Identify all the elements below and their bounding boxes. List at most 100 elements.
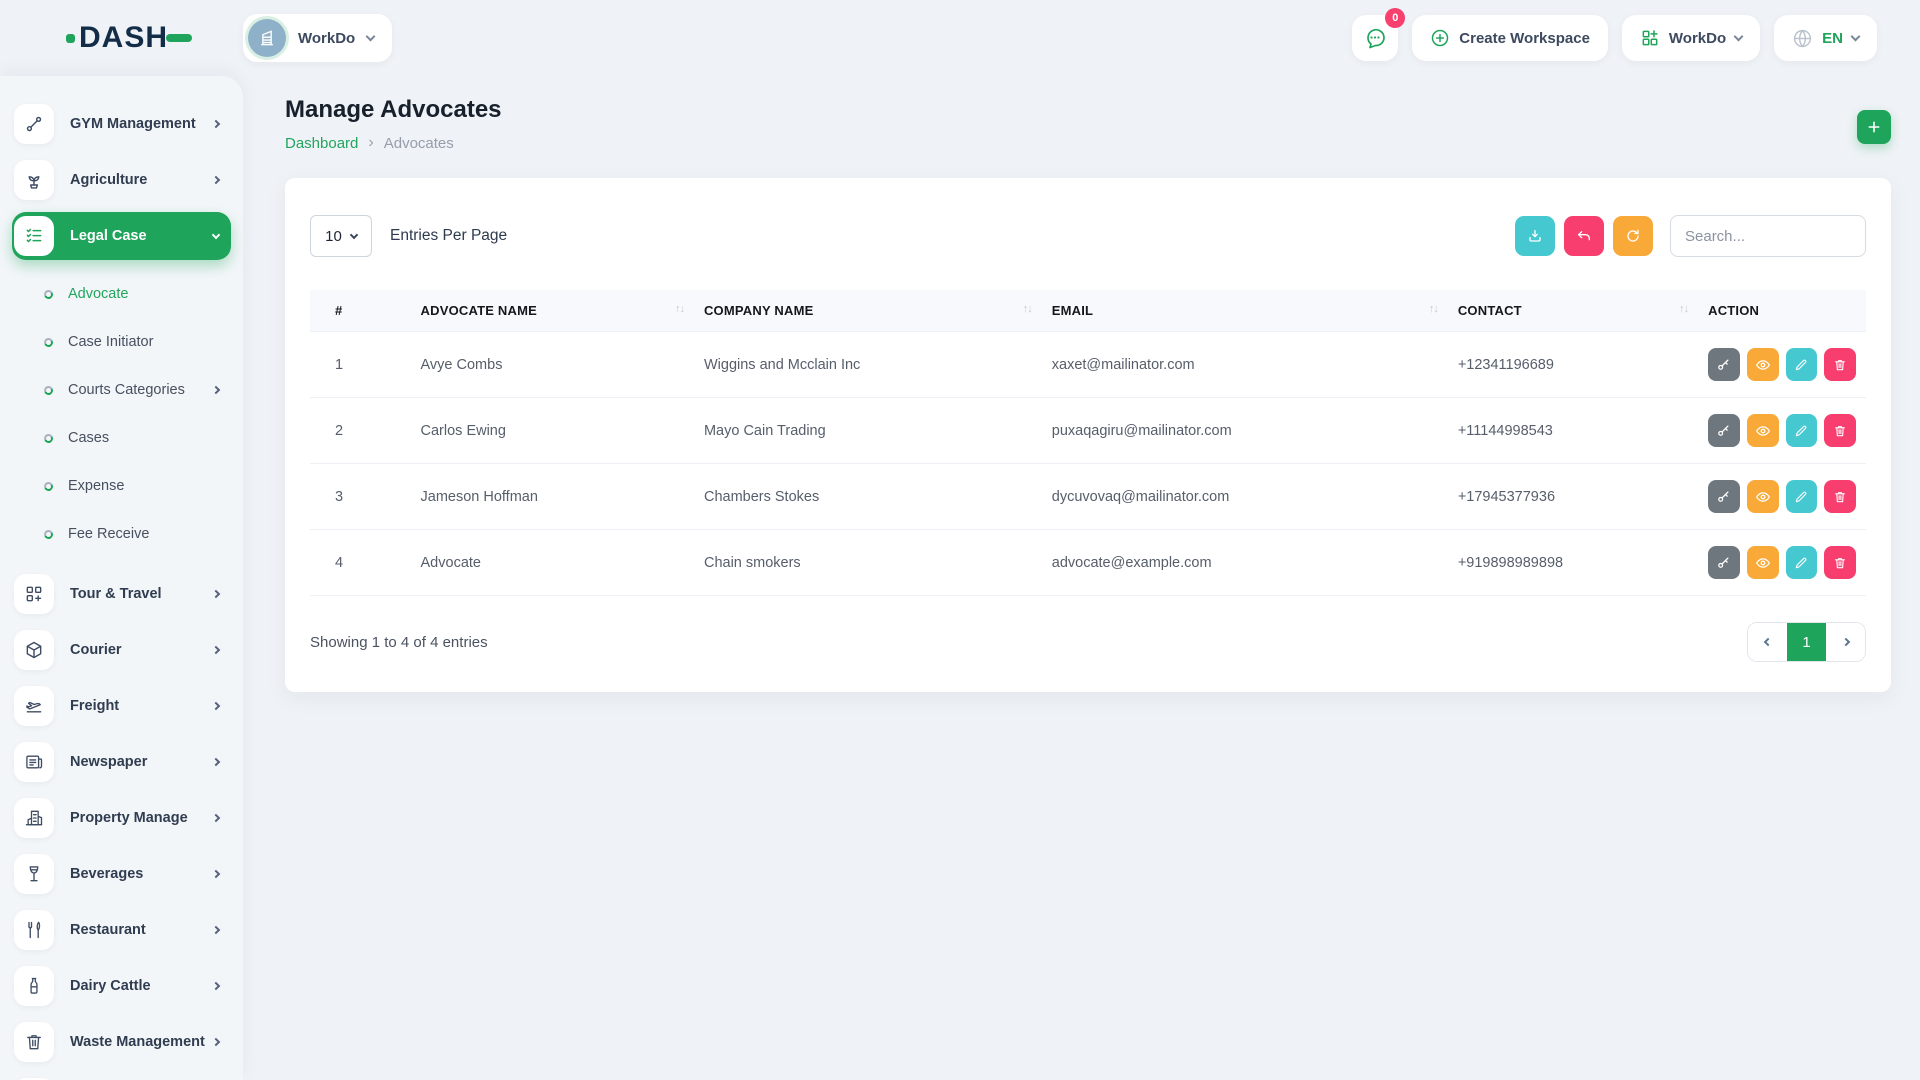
edit-button[interactable] [1785,546,1818,579]
chevron-right-icon [211,175,221,185]
edit-button[interactable] [1785,480,1818,513]
sidebar-item-agriculture[interactable]: Agriculture [12,156,231,204]
email-cell: dycuvovaq@mailinator.com [1041,463,1448,530]
view-button[interactable] [1746,480,1779,513]
submenu-item-advocate[interactable]: Advocate [0,270,243,318]
submenu-item-fee-receive[interactable]: Fee Receive [0,510,243,558]
column-header-contact[interactable]: CONTACT [1447,290,1699,332]
utensils-icon [14,910,54,950]
row-actions [1708,480,1856,513]
contact-cell: +11144998543 [1447,397,1699,464]
add-advocate-button[interactable] [1857,110,1891,144]
sidebar-item-newspaper[interactable]: Newspaper [12,738,231,786]
trash-icon [1835,359,1846,370]
permissions-button[interactable] [1708,480,1740,513]
sidebar-item-dairy-cattle[interactable]: Dairy Cattle [12,962,231,1010]
plane-icon [14,686,54,726]
column-header-advocate-name[interactable]: ADVOCATE NAME [410,290,694,332]
language-menu[interactable]: EN [1774,15,1877,61]
sort-icon[interactable] [1429,303,1438,315]
chevron-right-icon [211,385,221,395]
key-icon [1718,557,1729,568]
view-button[interactable] [1746,414,1779,447]
submenu-item-cases[interactable]: Cases [0,414,243,462]
sort-icon[interactable] [675,303,684,315]
sidebar-item-legal-case[interactable]: Legal Case [12,212,231,260]
email-cell: xaxet@mailinator.com [1041,331,1448,398]
sidebar-item-beverages[interactable]: Beverages [12,850,231,898]
sidebar-item-tour-travel[interactable]: Tour & Travel [12,570,231,618]
contact-cell: +17945377936 [1447,463,1699,530]
permissions-button[interactable] [1708,414,1740,447]
pencil-icon [1796,359,1807,370]
sidebar-item-waste-management[interactable]: Waste Management [12,1018,231,1066]
chevron-right-icon [211,645,221,655]
row-actions [1708,414,1856,447]
sidebar-item-courier[interactable]: Courier [12,626,231,674]
row-number: 1 [310,331,411,398]
workspace-selector[interactable]: WorkDo [243,14,393,62]
workspace-menu[interactable]: WorkDo [1621,15,1761,61]
column-header-action: ACTION [1698,290,1866,332]
newspaper-icon [14,742,54,782]
permissions-button[interactable] [1708,546,1740,579]
edit-button[interactable] [1785,414,1818,447]
export-button[interactable] [1515,216,1555,256]
advocate-name-cell: Avye Combs [410,331,694,398]
sidebar: GYM Management Agriculture [0,76,243,1080]
delete-button[interactable] [1824,348,1856,381]
entries-per-page-value: 10 [325,227,342,245]
sort-icon[interactable] [1679,303,1688,315]
sidebar-item-cleaning[interactable]: Cleaning [12,1074,231,1080]
workspace-name: WorkDo [298,29,356,47]
table-header-row: # ADVOCATE NAME COMPANY NAME EMAIL CONTA… [310,290,1866,332]
table-row: 4 Advocate Chain smokers advocate@exampl… [310,529,1866,596]
submenu-item-expense[interactable]: Expense [0,462,243,510]
column-header-email[interactable]: EMAIL [1041,290,1448,332]
delete-button[interactable] [1824,480,1856,513]
checklist-icon [14,216,54,256]
previous-page-button[interactable] [1748,623,1787,661]
logo-dash [166,34,193,42]
submenu-item-courts-categories[interactable]: Courts Categories [0,366,243,414]
legal-case-submenu: Advocate Case Initiator Courts Categorie… [0,268,243,562]
breadcrumb-dashboard-link[interactable]: Dashboard [285,134,359,152]
undo-button[interactable] [1564,216,1604,256]
messages-button[interactable]: 0 [1352,8,1406,61]
building-icon [261,30,273,46]
pencil-icon [1796,491,1807,502]
trash-icon [1835,491,1846,502]
column-header-company-name[interactable]: COMPANY NAME [693,290,1042,332]
delete-button[interactable] [1824,546,1856,579]
sort-icon[interactable] [1023,303,1032,315]
entries-per-page-select[interactable]: 10 [310,215,372,257]
current-page-button[interactable]: 1 [1787,623,1826,661]
sidebar-item-label: Legal Case [70,228,147,244]
chevron-right-icon [211,589,221,599]
sidebar-item-freight[interactable]: Freight [12,682,231,730]
delete-button[interactable] [1824,414,1856,447]
download-icon [1529,230,1541,242]
chevron-right-icon [1841,637,1850,647]
sidebar-item-gym-management[interactable]: GYM Management [12,100,231,148]
create-workspace-button[interactable]: Create Workspace [1412,15,1608,61]
next-page-button[interactable] [1826,623,1865,661]
app-logo[interactable]: DASH [66,21,193,55]
top-bar: DASH WorkDo 0 Create Workspace [0,0,1920,76]
row-number: 4 [310,529,411,596]
permissions-button[interactable] [1708,348,1740,381]
sidebar-item-restaurant[interactable]: Restaurant [12,906,231,954]
sparkle-icon [14,1078,54,1080]
table-row: 2 Carlos Ewing Mayo Cain Trading puxaqag… [310,397,1866,464]
submenu-item-case-initiator[interactable]: Case Initiator [0,318,243,366]
view-button[interactable] [1746,546,1779,579]
refresh-button[interactable] [1613,216,1653,256]
search-input[interactable] [1670,215,1866,257]
key-icon [1718,425,1729,436]
key-icon [1718,359,1729,370]
chevron-right-icon [211,925,221,935]
edit-button[interactable] [1785,348,1818,381]
sidebar-item-property-manage[interactable]: Property Manage [12,794,231,842]
view-button[interactable] [1746,348,1779,381]
advocate-name-cell: Jameson Hoffman [410,463,694,530]
